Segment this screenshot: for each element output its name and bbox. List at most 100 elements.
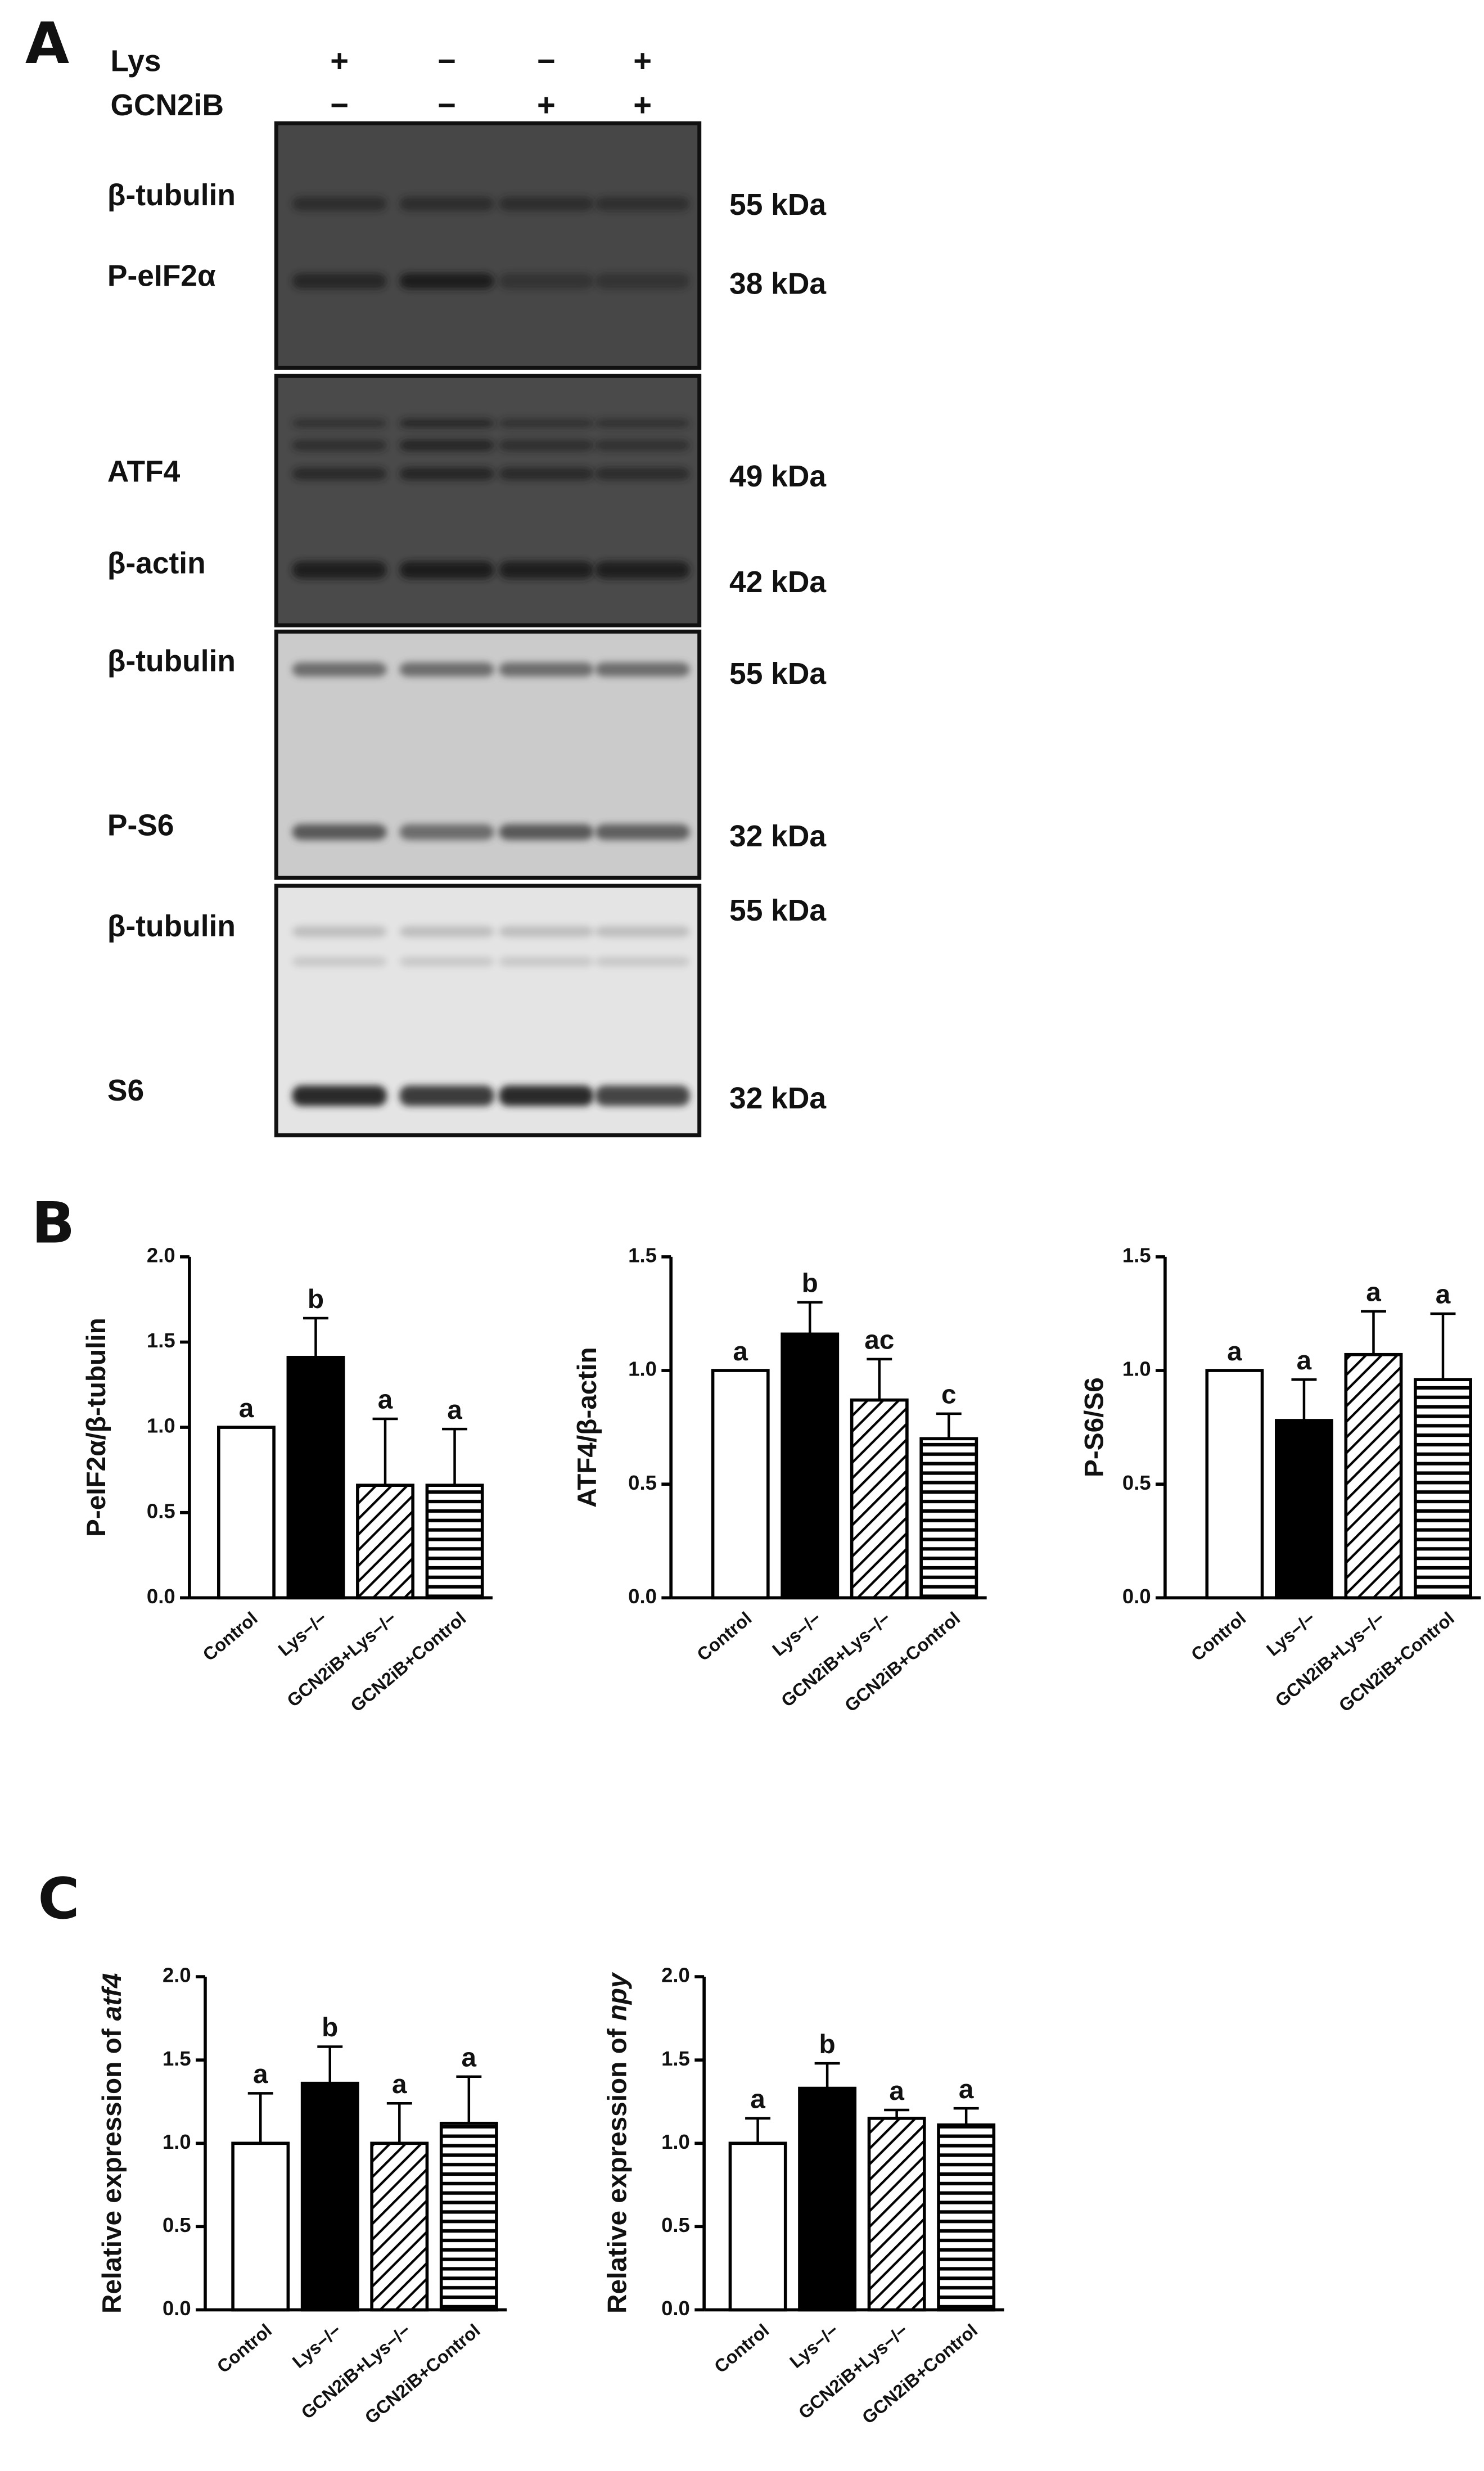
significance-letter: a: [447, 1395, 462, 1425]
y-tick-label: 1.0: [1122, 1358, 1151, 1381]
header-sign: −: [437, 43, 456, 78]
y-label-text: P-eIF2α/β-tubulin: [82, 1318, 111, 1537]
blot-band: [595, 957, 690, 967]
significance-letter: a: [239, 1394, 254, 1423]
blot-band: [499, 824, 594, 840]
x-tick-label: Lys−/−: [1262, 1608, 1319, 1660]
blot-band: [399, 418, 494, 428]
bar: [356, 1483, 414, 1600]
bar: [919, 1437, 978, 1600]
error-bar: [745, 2117, 771, 2144]
error-bar: [317, 2045, 343, 2084]
significance-letter: b: [819, 2030, 836, 2059]
x-tick-label: Control: [693, 1608, 756, 1665]
y-label-text: Relative expression of: [97, 2028, 127, 2314]
blot-band: [595, 418, 690, 428]
bar: [937, 2123, 996, 2312]
y-tick-label: 0.0: [1122, 1585, 1151, 1608]
blot-band: [292, 1085, 387, 1106]
bar: [850, 1398, 909, 1600]
y-tick-label: 0.0: [147, 1585, 175, 1608]
panel-label: A: [25, 10, 69, 76]
y-tick-label: 2.0: [163, 1964, 191, 1987]
band-label: β-tubulin: [107, 644, 236, 678]
band-label: β-tubulin: [107, 910, 236, 943]
y-tick-label: 1.0: [661, 2130, 690, 2153]
y-axis-label: Relative expression of atf4: [97, 1973, 127, 2314]
band-label: P-S6: [107, 809, 174, 842]
blot-band: [595, 467, 690, 480]
blot-band: [499, 440, 594, 451]
error-bar: [1291, 1378, 1317, 1421]
header-label: GCN2iB: [111, 89, 224, 122]
bar: [1344, 1352, 1403, 1600]
y-label-text: ATF4/β-actin: [572, 1347, 602, 1507]
error-bar: [386, 2102, 412, 2144]
bar: [439, 2121, 498, 2312]
significance-letter: a: [1436, 1280, 1451, 1310]
blot-band: [499, 418, 594, 428]
band-size: 42 kDa: [729, 566, 826, 599]
band-size: 38 kDa: [729, 267, 826, 300]
error-bar: [953, 2107, 979, 2125]
header-sign: +: [633, 87, 652, 123]
header-sign: −: [330, 87, 349, 123]
blot-band: [399, 824, 494, 840]
y-tick-label: 0.5: [628, 1471, 657, 1494]
blot-band: [399, 957, 494, 967]
header-label: Lys: [111, 45, 161, 78]
blot-band: [292, 824, 387, 840]
y-tick-label: 1.5: [1122, 1244, 1151, 1267]
blot-band: [399, 561, 494, 579]
x-tick-label: GCN2iB+Control: [1335, 1608, 1458, 1716]
x-tick-label: Control: [199, 1608, 261, 1665]
header-sign: −: [437, 87, 456, 123]
blot-band: [499, 957, 594, 967]
x-tick-label: Lys−/−: [274, 1608, 331, 1660]
membrane: [274, 373, 702, 628]
error-bar: [936, 1412, 962, 1439]
error-bar: [867, 1358, 892, 1400]
y-label-gene: atf4: [97, 1973, 127, 2021]
y-tick-label: 1.0: [163, 2130, 191, 2153]
significance-letter: a: [889, 2076, 904, 2106]
y-tick-label: 0.5: [661, 2213, 690, 2236]
y-tick-label: 1.5: [147, 1329, 175, 1352]
blot-band: [595, 1085, 690, 1106]
header-sign: +: [633, 43, 652, 78]
y-tick-label: 2.0: [147, 1244, 175, 1267]
bar: [711, 1369, 770, 1600]
blot-band: [292, 196, 387, 211]
header-sign: +: [537, 87, 556, 123]
bar: [1205, 1369, 1264, 1600]
blot-band: [399, 926, 494, 937]
band-label: S6: [107, 1074, 144, 1107]
bar: [798, 2086, 857, 2312]
band-size: 32 kDa: [729, 1082, 826, 1115]
bar: [781, 1332, 840, 1600]
bar: [1275, 1419, 1333, 1600]
blot-band: [595, 662, 690, 677]
significance-letter: a: [392, 2069, 407, 2099]
y-label-text: P-S6/S6: [1079, 1377, 1109, 1477]
y-tick-label: 1.5: [661, 2047, 690, 2070]
band-label: β-tubulin: [107, 179, 236, 212]
blot-band: [399, 662, 494, 677]
y-tick-label: 0.5: [1122, 1471, 1151, 1494]
blot-band: [595, 824, 690, 840]
significance-letter: a: [378, 1385, 393, 1415]
blot-band: [499, 467, 594, 480]
header-sign: +: [330, 43, 349, 78]
significance-letter: b: [308, 1284, 324, 1314]
band-label: ATF4: [107, 456, 181, 489]
x-tick-label: GCN2iB+Control: [858, 2320, 981, 2428]
blot-band: [595, 561, 690, 579]
error-bar: [797, 1301, 823, 1334]
x-tick-label: Control: [710, 2320, 773, 2377]
significance-letter: a: [462, 2043, 477, 2073]
band-size: 55 kDa: [729, 894, 826, 927]
blot-band: [399, 467, 494, 480]
panel-label: B: [31, 1189, 75, 1256]
error-bar: [442, 1427, 468, 1486]
